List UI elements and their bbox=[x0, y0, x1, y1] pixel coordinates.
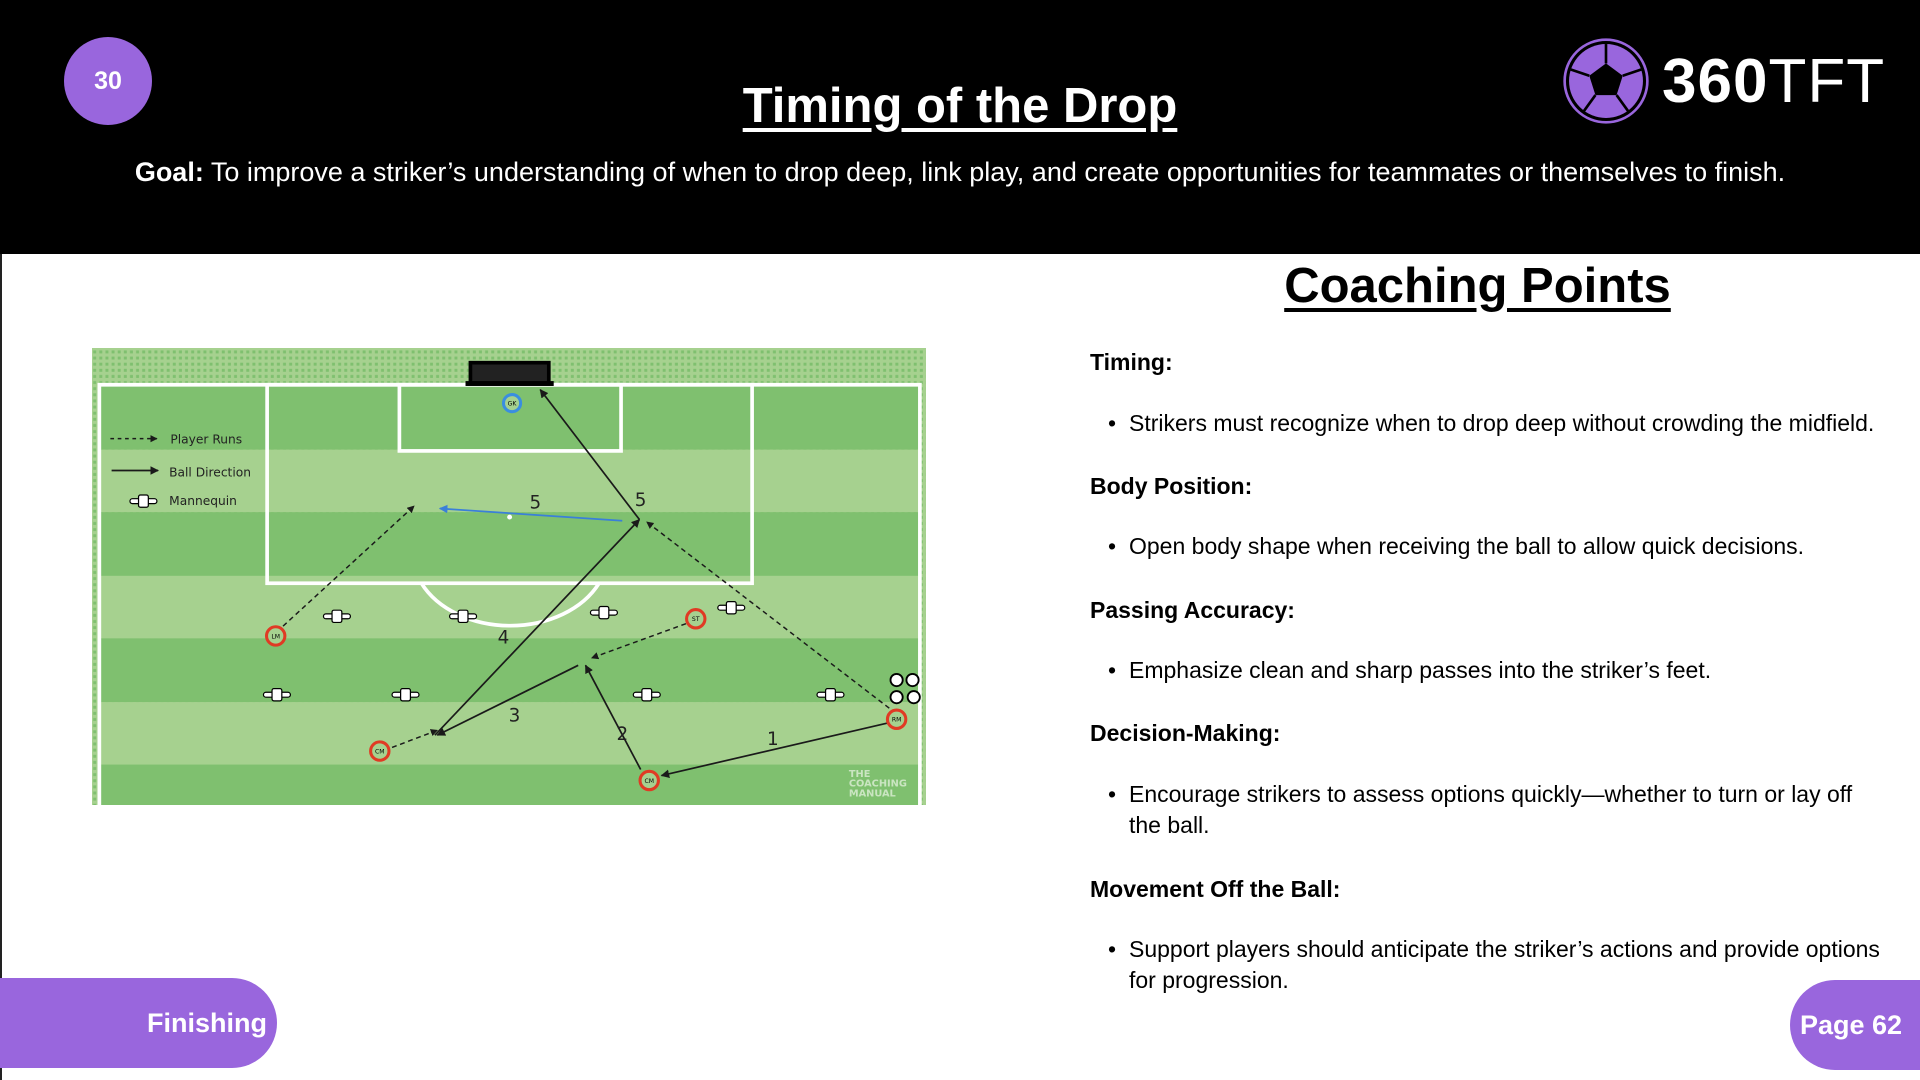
pass-5-blue bbox=[438, 504, 623, 522]
players: LM ST RM CM CM bbox=[264, 608, 908, 792]
svg-text:COACHING: COACHING bbox=[849, 779, 907, 790]
balls bbox=[889, 672, 921, 705]
section-bullet: Strikers must recognize when to drop dee… bbox=[1108, 408, 1889, 439]
section-bullet: Open body shape when receiving the ball … bbox=[1108, 531, 1889, 562]
mannequin-icon bbox=[391, 687, 420, 702]
svg-text:GK: GK bbox=[508, 401, 518, 408]
drill-diagram: GK Player Runs Ball Direction Mannequin bbox=[92, 348, 926, 805]
svg-text:CM: CM bbox=[375, 749, 385, 756]
step-labels: 1 2 3 4 5 5 bbox=[498, 490, 779, 750]
ball-icon bbox=[889, 690, 904, 705]
goal-text: To improve a striker’s understanding of … bbox=[203, 157, 1786, 187]
logo: 360TFT bbox=[1562, 37, 1885, 125]
svg-text:ST: ST bbox=[692, 616, 700, 623]
legend-mannequin: Mannequin bbox=[169, 494, 237, 508]
page-title: Timing of the Drop bbox=[742, 79, 1178, 133]
mannequin-icon bbox=[717, 601, 746, 615]
player-st: ST bbox=[685, 608, 707, 630]
ball-icon bbox=[906, 690, 921, 705]
section-bullet: Support players should anticipate the st… bbox=[1108, 934, 1889, 996]
section-bullet: Encourage strikers to assess options qui… bbox=[1108, 779, 1889, 841]
player-lm: LM bbox=[264, 625, 287, 647]
player-cm-right: CM bbox=[638, 769, 660, 792]
section-heading: Timing: bbox=[1090, 349, 1173, 375]
ball-icon bbox=[889, 672, 904, 688]
mannequin-icon bbox=[322, 609, 352, 624]
section-heading: Passing Accuracy: bbox=[1090, 597, 1295, 623]
goal-statement: Goal: To improve a striker’s understandi… bbox=[0, 157, 1920, 188]
drill-number-badge: 30 bbox=[64, 37, 152, 125]
legend: Player Runs Ball Direction Mannequin bbox=[110, 433, 251, 508]
pass-1 bbox=[660, 722, 889, 779]
mannequin-icon bbox=[816, 687, 845, 702]
pass-2 bbox=[584, 664, 642, 770]
coaching-points-title: Coaching Points bbox=[1284, 259, 1671, 313]
pass-3 bbox=[436, 664, 579, 736]
svg-text:5: 5 bbox=[635, 490, 647, 511]
svg-text:THE: THE bbox=[849, 769, 871, 780]
player-rm: RM bbox=[885, 708, 908, 730]
svg-text:2: 2 bbox=[616, 724, 628, 745]
run-lm bbox=[282, 505, 415, 627]
ball-spot bbox=[507, 514, 513, 520]
runs bbox=[282, 505, 890, 749]
goal-icon bbox=[465, 360, 554, 386]
svg-text:CM: CM bbox=[644, 778, 654, 785]
watermark: THE COACHING MANUAL bbox=[849, 769, 907, 800]
svg-text:4: 4 bbox=[498, 627, 510, 648]
player-cm-left: CM bbox=[369, 740, 391, 762]
section-heading: Decision-Making: bbox=[1090, 720, 1281, 746]
legend-player-runs: Player Runs bbox=[170, 433, 242, 447]
section-heading: Movement Off the Ball: bbox=[1090, 876, 1341, 902]
pass-4 bbox=[434, 518, 641, 736]
svg-text:LM: LM bbox=[271, 633, 280, 640]
svg-text:MANUAL: MANUAL bbox=[849, 788, 896, 799]
goal-label: Goal: bbox=[134, 157, 204, 187]
player-gk: GK bbox=[501, 393, 523, 414]
mannequin-icon bbox=[632, 687, 661, 702]
mannequin-icon bbox=[589, 605, 618, 620]
svg-text:RM: RM bbox=[892, 717, 902, 724]
shot-5 bbox=[539, 388, 641, 521]
svg-text:3: 3 bbox=[509, 706, 521, 727]
category-tab: Finishing bbox=[0, 978, 277, 1068]
left-border bbox=[0, 254, 2, 1080]
mannequins bbox=[262, 601, 845, 702]
svg-text:1: 1 bbox=[767, 729, 779, 750]
mannequin-icon bbox=[262, 687, 292, 702]
legend-mannequin-icon bbox=[129, 494, 158, 508]
legend-ball-direction: Ball Direction bbox=[169, 466, 251, 480]
section-bullet: Emphasize clean and sharp passes into th… bbox=[1108, 655, 1889, 686]
pitch-stripes bbox=[99, 383, 920, 805]
page-number: Page 62 bbox=[1790, 980, 1920, 1070]
ball-icon bbox=[905, 672, 920, 688]
logo-text: 360TFT bbox=[1662, 46, 1886, 116]
svg-text:5: 5 bbox=[529, 492, 541, 513]
section-heading: Body Position: bbox=[1090, 473, 1253, 499]
soccer-ball-icon bbox=[1563, 38, 1649, 124]
header-bar: 30 Timing of the Drop Goal: To improve a… bbox=[0, 0, 1920, 254]
mannequin-icon bbox=[448, 609, 478, 624]
passes bbox=[434, 388, 889, 779]
